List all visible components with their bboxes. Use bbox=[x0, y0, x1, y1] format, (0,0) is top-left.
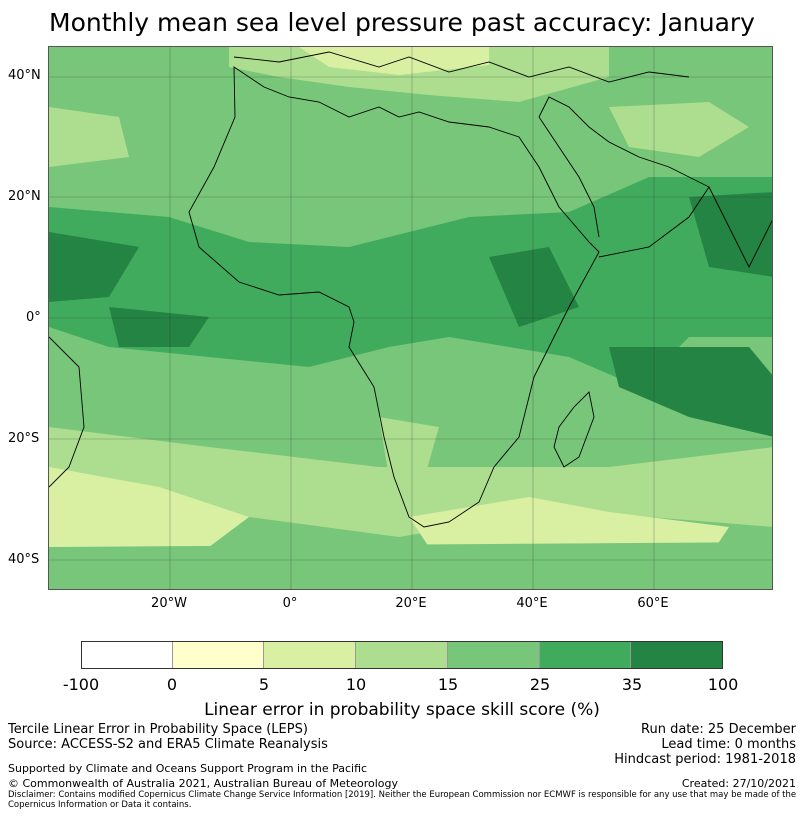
lon-label-20e: 20°E bbox=[395, 596, 427, 611]
indian-ocean-dark-region bbox=[609, 347, 772, 437]
disclaimer-text: Disclaimer: Contains modified Copernicus… bbox=[8, 790, 797, 810]
east-africa-dark-region bbox=[489, 247, 579, 327]
colorbar-tick: -100 bbox=[62, 675, 100, 694]
southwest-pale-region bbox=[49, 467, 249, 547]
lat-label-20n: 20°N bbox=[8, 189, 41, 204]
colorbar-tick: 5 bbox=[258, 675, 270, 694]
south-ocean-fill bbox=[49, 542, 772, 589]
support-text: Supported by Climate and Oceans Support … bbox=[8, 762, 368, 775]
lon-label-0: 0° bbox=[282, 596, 298, 611]
tropical-belt bbox=[49, 177, 772, 387]
lead-time-text: Lead time: 0 months bbox=[661, 737, 796, 752]
lat-label-40n: 40°N bbox=[8, 68, 41, 83]
map-canvas bbox=[49, 47, 772, 589]
colorbar bbox=[81, 641, 723, 669]
colorbar-label: Linear error in probability space skill … bbox=[204, 700, 600, 720]
colorbar-segment bbox=[82, 642, 173, 668]
colorbar-segment bbox=[172, 642, 265, 668]
colorbar-tick: 15 bbox=[437, 675, 459, 694]
colorbar-tick: 35 bbox=[621, 675, 643, 694]
lon-label-20w: 20°W bbox=[151, 596, 187, 611]
lon-label-60e: 60°E bbox=[637, 596, 669, 611]
gridlines bbox=[49, 47, 772, 589]
colorbar-segment bbox=[356, 642, 448, 668]
southeast-pale-region bbox=[409, 497, 729, 557]
lon-label-40e: 40°E bbox=[516, 596, 548, 611]
method-text: Tercile Linear Error in Probability Spac… bbox=[8, 722, 308, 737]
colorbar-tick: 10 bbox=[345, 675, 367, 694]
colorbar-tick: 100 bbox=[707, 675, 739, 694]
mideast-light-region bbox=[609, 102, 749, 157]
copyright-text: © Commonwealth of Australia 2021, Austra… bbox=[8, 777, 398, 790]
source-text: Source: ACCESS-S2 and ERA5 Climate Reana… bbox=[8, 737, 328, 752]
gulf-dark-region bbox=[109, 307, 209, 347]
europe-pale-region bbox=[299, 47, 489, 75]
colorbar-tick: 0 bbox=[166, 675, 178, 694]
colorbar-tick: 25 bbox=[529, 675, 551, 694]
chart-title: Monthly mean sea level pressure past acc… bbox=[49, 8, 755, 37]
created-text: Created: 27/10/2021 bbox=[681, 777, 796, 790]
lat-label-40s: 40°S bbox=[8, 552, 40, 567]
india-dark-region bbox=[689, 192, 772, 277]
skill-map bbox=[48, 46, 773, 590]
colorbar-segment bbox=[447, 642, 540, 668]
lat-label-0: 0° bbox=[26, 310, 41, 325]
colorbar-segment bbox=[539, 642, 632, 668]
coastlines bbox=[49, 51, 772, 528]
lat-label-20s: 20°S bbox=[8, 431, 40, 446]
colorbar-segment bbox=[264, 642, 357, 668]
run-date-text: Run date: 25 December bbox=[641, 722, 796, 737]
hindcast-text: Hindcast period: 1981-2018 bbox=[614, 752, 796, 767]
atlantic-dark-region bbox=[49, 232, 139, 302]
atlantic-north-light bbox=[49, 107, 129, 167]
colorbar-segment bbox=[631, 642, 723, 668]
